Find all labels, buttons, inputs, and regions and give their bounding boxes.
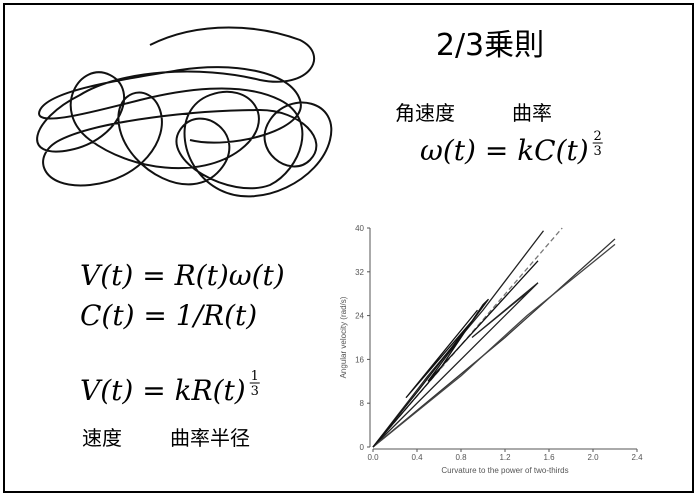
exponent-denominator: 3 xyxy=(251,384,259,399)
formula: ω(t) = kC(t) xyxy=(420,134,589,167)
label: 速度 xyxy=(82,426,122,450)
x-tick-label: 0.4 xyxy=(411,453,423,462)
x-tick-label: 0.0 xyxy=(367,453,379,462)
title: 2/3乗則 xyxy=(436,28,544,63)
x-tick-label: 0.8 xyxy=(455,453,467,462)
y-tick-label: 0 xyxy=(360,443,365,452)
exponent-numerator: 1 xyxy=(251,369,259,384)
formula: V(t) = R(t)ω(t) xyxy=(80,259,285,292)
x-tick-label: 1.2 xyxy=(499,453,511,462)
y-tick-label: 40 xyxy=(355,224,364,233)
y-tick-label: 16 xyxy=(355,355,364,364)
x-tick-label: 2.0 xyxy=(587,453,599,462)
y-tick-label: 24 xyxy=(355,312,364,321)
y-tick-label: 32 xyxy=(355,268,364,277)
label: 曲率 xyxy=(512,101,552,125)
y-tick-label: 8 xyxy=(360,399,365,408)
exponent-denominator: 3 xyxy=(594,144,602,159)
x-tick-label: 2.4 xyxy=(631,453,643,462)
slide-frame xyxy=(4,4,693,492)
exponent-numerator: 2 xyxy=(594,129,602,144)
slide: 2/3乗則 角速度 曲率 ω(t) = kC(t) V(t) = R(t)ω(t… xyxy=(0,0,697,496)
label: 曲率半径 xyxy=(170,426,250,450)
y-axis-label: Angular velocity (rad/s) xyxy=(339,296,348,378)
label: 角速度 xyxy=(395,101,455,125)
formula: V(t) = kR(t) xyxy=(80,374,246,407)
x-tick-label: 1.6 xyxy=(543,453,555,462)
x-axis-label: Curvature to the power of two-thirds xyxy=(441,466,568,475)
formula: C(t) = 1/R(t) xyxy=(80,299,257,332)
